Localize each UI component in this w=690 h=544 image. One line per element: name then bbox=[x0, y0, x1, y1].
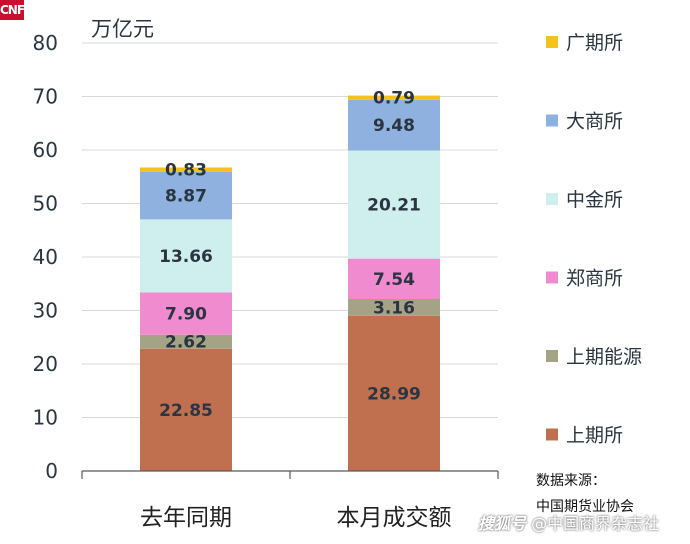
y-tick-label: 80 bbox=[33, 31, 58, 55]
legend-swatch bbox=[546, 428, 558, 441]
data-label: 8.87 bbox=[165, 187, 207, 207]
legend-swatch bbox=[546, 36, 558, 48]
legend-swatch bbox=[546, 193, 558, 205]
data-label: 0.83 bbox=[165, 161, 207, 181]
bar-segment bbox=[348, 258, 440, 299]
bar-segment bbox=[140, 348, 232, 471]
x-category-label: 本月成交额 bbox=[337, 505, 452, 531]
source-name: 中国期货业协会 bbox=[536, 499, 634, 515]
legend-swatch bbox=[546, 350, 558, 362]
data-label: 28.99 bbox=[367, 384, 421, 404]
bar-segment bbox=[140, 171, 232, 220]
y-tick-label: 70 bbox=[33, 85, 58, 109]
watermark: 搜狐号 @中国商界杂志社 bbox=[478, 510, 659, 534]
data-label: 13.66 bbox=[159, 247, 213, 267]
data-label: 9.48 bbox=[373, 116, 415, 136]
publisher-logo: CNFI bbox=[0, 0, 29, 20]
x-category-label: 去年同期 bbox=[140, 505, 232, 531]
y-tick-label: 0 bbox=[45, 459, 58, 483]
data-label: 2.62 bbox=[165, 333, 207, 353]
legend-swatch bbox=[546, 114, 558, 127]
y-tick-label: 30 bbox=[33, 299, 58, 323]
y-tick-label: 40 bbox=[33, 245, 58, 269]
watermark-account: @中国商界杂志社 bbox=[531, 514, 660, 533]
legend-label: 上期能源 bbox=[566, 346, 642, 368]
bar-segment bbox=[348, 298, 440, 316]
y-axis-unit-label: 万亿元 bbox=[91, 17, 154, 41]
bar-segment bbox=[348, 95, 440, 100]
legend-swatch bbox=[546, 271, 558, 284]
legend-label: 郑商所 bbox=[566, 268, 623, 290]
data-label: 3.16 bbox=[373, 298, 415, 318]
data-label: 7.90 bbox=[165, 305, 207, 325]
data-label: 7.54 bbox=[373, 270, 415, 290]
bar-segment bbox=[140, 334, 232, 349]
legend-label: 上期所 bbox=[566, 425, 623, 447]
bar-segment bbox=[348, 315, 440, 471]
legend-label: 大商所 bbox=[566, 111, 623, 133]
legend-label: 中金所 bbox=[566, 189, 623, 211]
bar-segment bbox=[348, 99, 440, 151]
y-tick-label: 60 bbox=[33, 138, 58, 162]
bar-segment bbox=[140, 292, 232, 335]
bar-segment bbox=[348, 150, 440, 259]
watermark-platform: 搜狐号 bbox=[478, 514, 527, 533]
y-tick-label: 20 bbox=[33, 352, 58, 376]
data-label: 22.85 bbox=[159, 401, 213, 421]
source-label: 数据来源： bbox=[536, 473, 606, 489]
bar-segment bbox=[140, 167, 232, 172]
y-tick-label: 50 bbox=[33, 192, 58, 216]
data-label: 20.21 bbox=[367, 196, 421, 216]
data-label: 0.79 bbox=[373, 89, 415, 109]
legend-label: 广期所 bbox=[566, 32, 623, 54]
bar-segment bbox=[140, 219, 232, 293]
y-tick-label: 10 bbox=[33, 406, 58, 430]
